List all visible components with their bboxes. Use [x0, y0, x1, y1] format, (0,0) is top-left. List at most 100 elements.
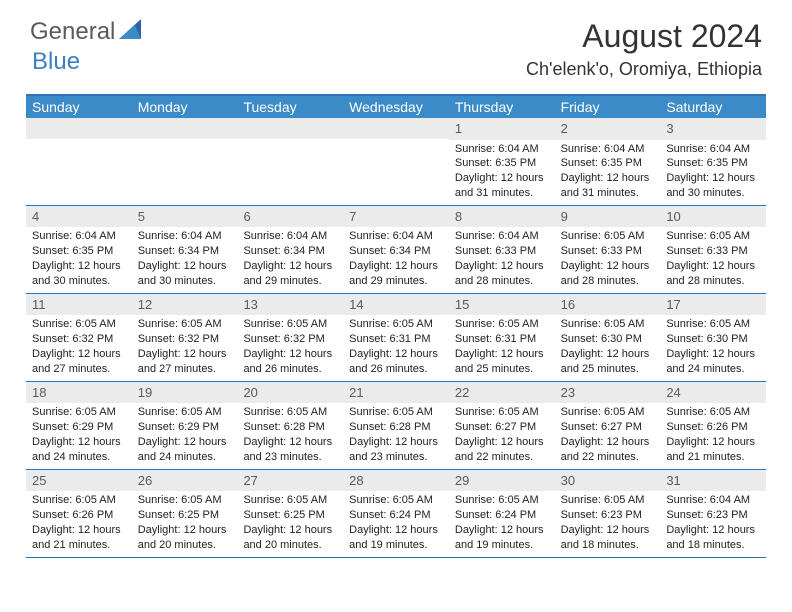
day-cell: 8Sunrise: 6:04 AMSunset: 6:33 PMDaylight…	[449, 206, 555, 293]
daylight-text: Daylight: 12 hours and 31 minutes.	[561, 171, 655, 201]
day-number	[26, 118, 132, 139]
logo: General	[30, 18, 147, 46]
page-header: General August 2024 Ch'elenk'o, Oromiya,…	[0, 0, 792, 86]
sunset-text: Sunset: 6:35 PM	[561, 156, 655, 171]
sunset-text: Sunset: 6:28 PM	[243, 420, 337, 435]
daylight-text: Daylight: 12 hours and 27 minutes.	[32, 347, 126, 377]
day-body: Sunrise: 6:04 AMSunset: 6:23 PMDaylight:…	[660, 491, 766, 556]
sunset-text: Sunset: 6:23 PM	[666, 508, 760, 523]
day-number: 23	[555, 382, 661, 404]
day-body: Sunrise: 6:05 AMSunset: 6:33 PMDaylight:…	[555, 227, 661, 292]
day-cell: 26Sunrise: 6:05 AMSunset: 6:25 PMDayligh…	[132, 470, 238, 557]
sunrise-text: Sunrise: 6:05 AM	[455, 493, 549, 508]
day-cell: 16Sunrise: 6:05 AMSunset: 6:30 PMDayligh…	[555, 294, 661, 381]
day-number: 21	[343, 382, 449, 404]
daylight-text: Daylight: 12 hours and 19 minutes.	[455, 523, 549, 553]
day-number	[237, 118, 343, 139]
day-number: 6	[237, 206, 343, 228]
day-number: 19	[132, 382, 238, 404]
day-number: 29	[449, 470, 555, 492]
sunset-text: Sunset: 6:34 PM	[138, 244, 232, 259]
day-number: 28	[343, 470, 449, 492]
day-body: Sunrise: 6:04 AMSunset: 6:35 PMDaylight:…	[449, 140, 555, 205]
day-body: Sunrise: 6:05 AMSunset: 6:32 PMDaylight:…	[26, 315, 132, 380]
sunrise-text: Sunrise: 6:05 AM	[243, 317, 337, 332]
sunrise-text: Sunrise: 6:05 AM	[666, 405, 760, 420]
sunset-text: Sunset: 6:30 PM	[666, 332, 760, 347]
sunset-text: Sunset: 6:31 PM	[455, 332, 549, 347]
title-block: August 2024 Ch'elenk'o, Oromiya, Ethiopi…	[526, 18, 762, 80]
daylight-text: Daylight: 12 hours and 28 minutes.	[561, 259, 655, 289]
day-cell: 21Sunrise: 6:05 AMSunset: 6:28 PMDayligh…	[343, 382, 449, 469]
sunrise-text: Sunrise: 6:05 AM	[561, 229, 655, 244]
day-number: 5	[132, 206, 238, 228]
day-body: Sunrise: 6:05 AMSunset: 6:26 PMDaylight:…	[660, 403, 766, 468]
day-cell: 12Sunrise: 6:05 AMSunset: 6:32 PMDayligh…	[132, 294, 238, 381]
day-number	[343, 118, 449, 139]
day-body: Sunrise: 6:05 AMSunset: 6:32 PMDaylight:…	[237, 315, 343, 380]
sunset-text: Sunset: 6:32 PM	[243, 332, 337, 347]
sunrise-text: Sunrise: 6:04 AM	[349, 229, 443, 244]
sunrise-text: Sunrise: 6:05 AM	[455, 405, 549, 420]
day-body: Sunrise: 6:05 AMSunset: 6:27 PMDaylight:…	[555, 403, 661, 468]
day-body: Sunrise: 6:05 AMSunset: 6:27 PMDaylight:…	[449, 403, 555, 468]
day-body: Sunrise: 6:05 AMSunset: 6:26 PMDaylight:…	[26, 491, 132, 556]
day-number: 15	[449, 294, 555, 316]
day-body: Sunrise: 6:05 AMSunset: 6:24 PMDaylight:…	[449, 491, 555, 556]
sunset-text: Sunset: 6:34 PM	[349, 244, 443, 259]
day-cell: 14Sunrise: 6:05 AMSunset: 6:31 PMDayligh…	[343, 294, 449, 381]
day-number: 24	[660, 382, 766, 404]
sunset-text: Sunset: 6:32 PM	[138, 332, 232, 347]
daylight-text: Daylight: 12 hours and 25 minutes.	[455, 347, 549, 377]
day-cell: 7Sunrise: 6:04 AMSunset: 6:34 PMDaylight…	[343, 206, 449, 293]
sunrise-text: Sunrise: 6:04 AM	[455, 142, 549, 157]
daylight-text: Daylight: 12 hours and 30 minutes.	[32, 259, 126, 289]
day-body: Sunrise: 6:05 AMSunset: 6:25 PMDaylight:…	[237, 491, 343, 556]
day-body: Sunrise: 6:05 AMSunset: 6:30 PMDaylight:…	[660, 315, 766, 380]
day-number	[132, 118, 238, 139]
day-body: Sunrise: 6:05 AMSunset: 6:32 PMDaylight:…	[132, 315, 238, 380]
day-cell: 5Sunrise: 6:04 AMSunset: 6:34 PMDaylight…	[132, 206, 238, 293]
weekday-header: Sunday	[26, 96, 132, 118]
weekday-header: Thursday	[449, 96, 555, 118]
sunset-text: Sunset: 6:26 PM	[666, 420, 760, 435]
day-number: 7	[343, 206, 449, 228]
day-number: 27	[237, 470, 343, 492]
day-number: 9	[555, 206, 661, 228]
daylight-text: Daylight: 12 hours and 31 minutes.	[455, 171, 549, 201]
day-number: 2	[555, 118, 661, 140]
day-cell: 30Sunrise: 6:05 AMSunset: 6:23 PMDayligh…	[555, 470, 661, 557]
sunset-text: Sunset: 6:24 PM	[455, 508, 549, 523]
weekday-header-row: SundayMondayTuesdayWednesdayThursdayFrid…	[26, 96, 766, 118]
daylight-text: Daylight: 12 hours and 23 minutes.	[349, 435, 443, 465]
day-number: 14	[343, 294, 449, 316]
sunrise-text: Sunrise: 6:05 AM	[32, 493, 126, 508]
sunrise-text: Sunrise: 6:05 AM	[138, 405, 232, 420]
sunset-text: Sunset: 6:27 PM	[455, 420, 549, 435]
day-cell	[26, 118, 132, 205]
day-cell: 23Sunrise: 6:05 AMSunset: 6:27 PMDayligh…	[555, 382, 661, 469]
sunset-text: Sunset: 6:33 PM	[455, 244, 549, 259]
sunrise-text: Sunrise: 6:05 AM	[561, 317, 655, 332]
day-body: Sunrise: 6:05 AMSunset: 6:31 PMDaylight:…	[343, 315, 449, 380]
day-cell: 28Sunrise: 6:05 AMSunset: 6:24 PMDayligh…	[343, 470, 449, 557]
day-cell: 22Sunrise: 6:05 AMSunset: 6:27 PMDayligh…	[449, 382, 555, 469]
day-cell: 19Sunrise: 6:05 AMSunset: 6:29 PMDayligh…	[132, 382, 238, 469]
day-body: Sunrise: 6:04 AMSunset: 6:35 PMDaylight:…	[660, 140, 766, 205]
sunrise-text: Sunrise: 6:05 AM	[561, 493, 655, 508]
daylight-text: Daylight: 12 hours and 24 minutes.	[32, 435, 126, 465]
month-title: August 2024	[526, 18, 762, 55]
week-row: 1Sunrise: 6:04 AMSunset: 6:35 PMDaylight…	[26, 118, 766, 206]
day-cell: 2Sunrise: 6:04 AMSunset: 6:35 PMDaylight…	[555, 118, 661, 205]
sunrise-text: Sunrise: 6:05 AM	[349, 493, 443, 508]
week-row: 11Sunrise: 6:05 AMSunset: 6:32 PMDayligh…	[26, 294, 766, 382]
day-cell: 11Sunrise: 6:05 AMSunset: 6:32 PMDayligh…	[26, 294, 132, 381]
daylight-text: Daylight: 12 hours and 21 minutes.	[32, 523, 126, 553]
day-body: Sunrise: 6:05 AMSunset: 6:24 PMDaylight:…	[343, 491, 449, 556]
day-body: Sunrise: 6:04 AMSunset: 6:35 PMDaylight:…	[26, 227, 132, 292]
day-number: 16	[555, 294, 661, 316]
weekday-header: Monday	[132, 96, 238, 118]
sunset-text: Sunset: 6:24 PM	[349, 508, 443, 523]
sunset-text: Sunset: 6:35 PM	[666, 156, 760, 171]
daylight-text: Daylight: 12 hours and 23 minutes.	[243, 435, 337, 465]
